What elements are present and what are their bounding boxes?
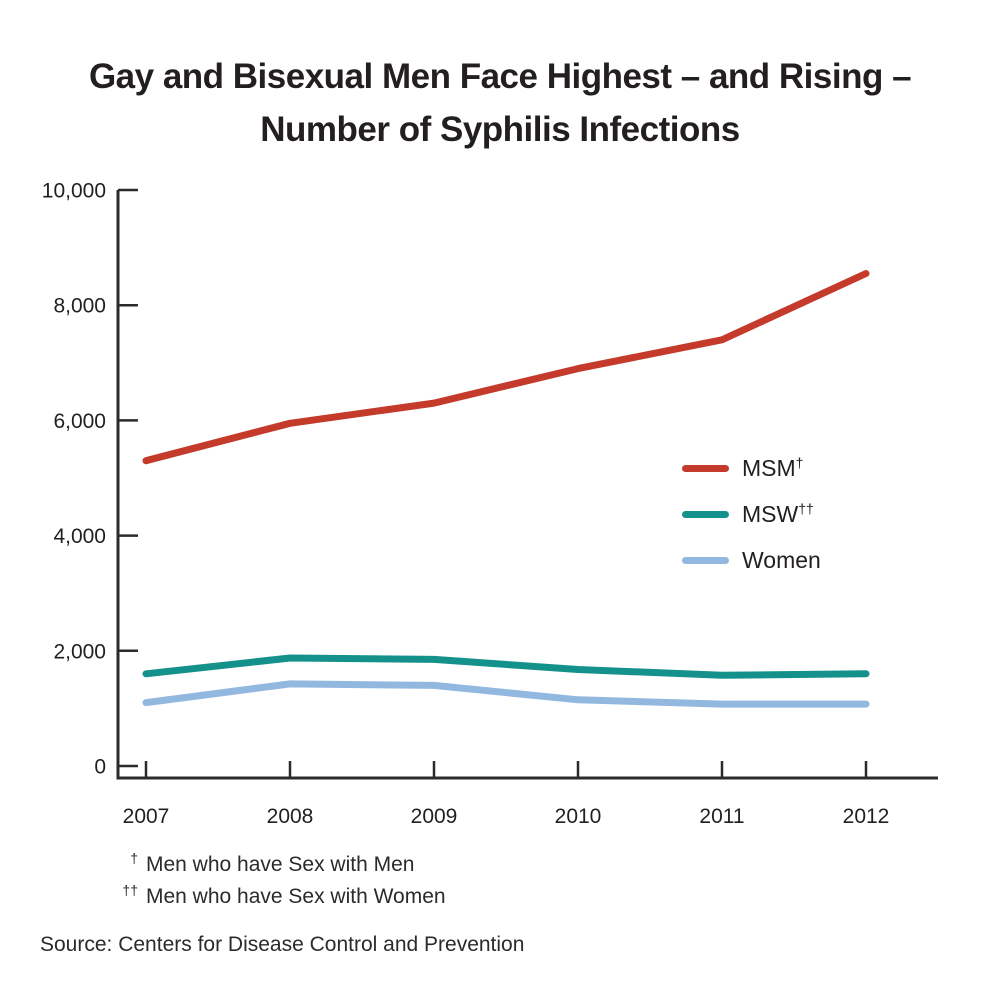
- dagger-superscript: †: [795, 453, 804, 470]
- legend-swatch-women: [682, 556, 729, 564]
- legend-text: MSM: [742, 454, 796, 481]
- x-axis-tick-label: 2009: [411, 805, 458, 828]
- y-axis-tick-label: 8,000: [53, 295, 106, 318]
- footnote-msm: † Men who have Sex with Men: [130, 850, 415, 876]
- legend-item-msm: MSM†: [682, 445, 821, 491]
- legend-label-women: Women: [742, 547, 821, 574]
- legend-text: MSW: [742, 500, 799, 527]
- footnotes: † Men who have Sex with Men †† Men who hav…: [102, 849, 446, 913]
- legend-swatch-msw: [682, 510, 729, 518]
- series-line-msw: [142, 654, 870, 679]
- legend-label-msw: MSW††: [742, 501, 814, 528]
- legend-label-msm: MSM†: [742, 455, 803, 482]
- title-line-2: Number of Syphilis Infections: [260, 110, 740, 149]
- legend-swatch-msm: [682, 464, 729, 472]
- y-axis-tick-label: 6,000: [53, 410, 106, 433]
- footnote-msw: †† Men who have Sex with Women: [122, 882, 446, 908]
- y-axis-tick-label: 4,000: [53, 525, 106, 548]
- x-axis-tick-label: 2010: [555, 805, 602, 828]
- chart-title: Gay and Bisexual Men Face Highest – and …: [0, 50, 1000, 156]
- legend-item-women: Women: [682, 537, 821, 583]
- footnote-text: Men who have Sex with Men: [146, 853, 415, 876]
- footnote-text: Men who have Sex with Women: [146, 885, 446, 908]
- x-axis-tick-label: 2011: [699, 805, 744, 828]
- legend-text: Women: [742, 546, 821, 573]
- series-line-women: [142, 680, 870, 708]
- x-axis-tick-label: 2012: [843, 805, 890, 828]
- source-note: Source: Centers for Disease Control and …: [40, 933, 525, 956]
- y-axis-tick-label: 0: [94, 756, 106, 779]
- chart-legend: MSM† MSW†† Women: [682, 445, 821, 583]
- legend-item-msw: MSW††: [682, 491, 821, 537]
- series-line-msm: [142, 270, 870, 465]
- double-dagger-superscript: ††: [798, 499, 814, 516]
- x-axis-tick-label: 2008: [267, 805, 314, 828]
- x-axis-tick-label: 2007: [123, 805, 170, 828]
- y-axis-tick-label: 2,000: [53, 640, 106, 663]
- title-line-1: Gay and Bisexual Men Face Highest – and …: [88, 57, 912, 96]
- y-axis-tick-label: 10,000: [42, 180, 106, 203]
